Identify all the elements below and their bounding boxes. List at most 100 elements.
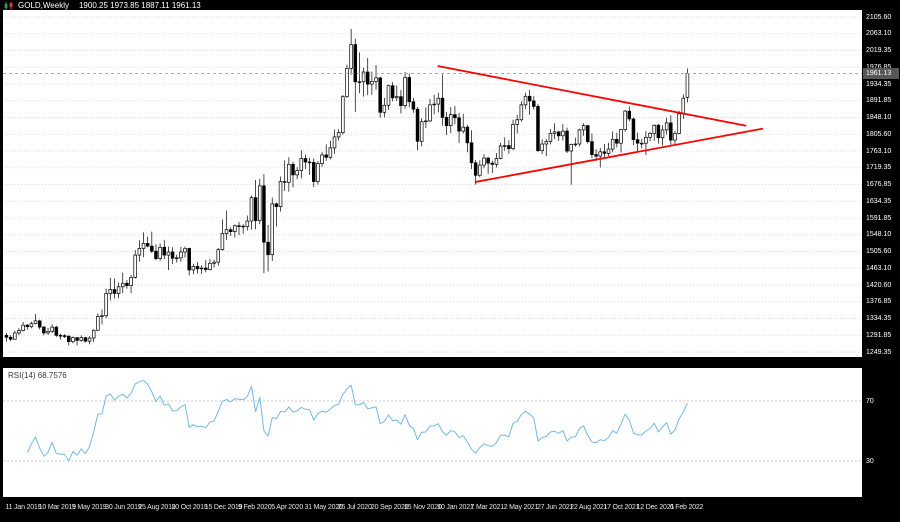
candle bbox=[511, 124, 515, 150]
candle bbox=[199, 267, 204, 270]
date-tick-label: 2 May 2021 bbox=[503, 504, 539, 511]
price-chart-area[interactable] bbox=[3, 10, 862, 357]
candle bbox=[453, 114, 457, 119]
candle bbox=[399, 96, 403, 107]
candle bbox=[349, 44, 353, 69]
candle bbox=[67, 335, 71, 342]
candle bbox=[13, 332, 17, 340]
candle bbox=[353, 44, 358, 83]
candle bbox=[282, 181, 287, 183]
candle bbox=[278, 181, 283, 207]
candlestick-chart[interactable] bbox=[3, 10, 862, 357]
candle bbox=[606, 148, 611, 154]
candle bbox=[444, 117, 449, 126]
candle bbox=[195, 266, 200, 270]
candle bbox=[258, 185, 262, 222]
candle bbox=[527, 95, 532, 102]
price-tick-label: 1548.10 bbox=[866, 231, 892, 239]
candle bbox=[386, 85, 391, 106]
candle bbox=[25, 324, 30, 328]
candle bbox=[42, 326, 46, 334]
chart-header: GOLD,Weekly 1900.25 1973.85 1887.11 1961… bbox=[4, 1, 201, 10]
price-tick-label: 1420.60 bbox=[866, 281, 892, 289]
candle bbox=[316, 163, 320, 182]
candle bbox=[233, 225, 237, 232]
candle bbox=[581, 125, 586, 131]
rsi-indicator-panel[interactable]: RSI(14) 68.7576 bbox=[3, 368, 862, 497]
candle bbox=[660, 129, 665, 139]
date-tick-label: 15 Dec 2019 bbox=[204, 504, 243, 511]
date-tick-label: 22 Aug 2021 bbox=[570, 504, 608, 511]
candle bbox=[419, 121, 424, 142]
price-tick-label: 2105.60 bbox=[866, 13, 892, 21]
candle bbox=[241, 225, 245, 228]
candles bbox=[4, 28, 690, 346]
candle bbox=[515, 119, 519, 125]
candle bbox=[266, 241, 270, 256]
candle bbox=[108, 289, 113, 294]
candle bbox=[544, 141, 549, 145]
date-tick-label: 17 Oct 2021 bbox=[603, 504, 640, 511]
candle bbox=[478, 164, 482, 176]
candle bbox=[187, 248, 191, 271]
candle bbox=[482, 157, 486, 166]
candle bbox=[303, 158, 308, 163]
candle bbox=[486, 157, 490, 164]
date-tick-label: 15 Nov 2020 bbox=[404, 504, 442, 511]
candle bbox=[648, 133, 652, 138]
candle bbox=[253, 197, 258, 222]
candle bbox=[328, 147, 333, 158]
candle bbox=[166, 251, 171, 256]
candle bbox=[619, 129, 623, 144]
date-tick-label: 5 May 2019 bbox=[71, 504, 107, 511]
candle bbox=[365, 71, 370, 85]
candle bbox=[635, 139, 640, 144]
candle bbox=[569, 144, 573, 152]
date-tick-label: 12 Dec 2021 bbox=[636, 504, 675, 511]
candle bbox=[378, 77, 382, 113]
rsi-chart[interactable] bbox=[3, 368, 862, 497]
candle bbox=[556, 131, 561, 137]
candle bbox=[29, 323, 34, 328]
candle bbox=[320, 154, 324, 164]
candle bbox=[457, 117, 461, 132]
triangle-lower-trendline bbox=[474, 127, 764, 183]
candle bbox=[415, 108, 420, 142]
candle bbox=[104, 293, 108, 317]
candle bbox=[627, 110, 632, 120]
candle bbox=[490, 162, 495, 165]
candle bbox=[237, 225, 241, 227]
time-axis[interactable]: 11 Jan 2019 10 Mar 2019 5 May 2019 30 Jun 2… bbox=[3, 501, 883, 515]
price-tick-label: 1891.85 bbox=[866, 97, 892, 105]
candle bbox=[245, 220, 250, 227]
candle bbox=[270, 203, 274, 256]
candle bbox=[577, 129, 582, 145]
price-tick-label: 1463.10 bbox=[866, 264, 892, 272]
candle bbox=[361, 71, 366, 83]
candle bbox=[656, 124, 661, 139]
candle bbox=[428, 104, 432, 122]
candle bbox=[116, 286, 121, 294]
candle bbox=[685, 73, 690, 98]
candle bbox=[58, 334, 63, 337]
candle bbox=[561, 130, 565, 137]
candle bbox=[669, 122, 673, 141]
candle bbox=[17, 330, 21, 334]
candle bbox=[204, 267, 208, 270]
price-axis[interactable]: 1961.13 2105.60 2063.10 2019.35 1976.85 1934… bbox=[863, 0, 900, 522]
candle bbox=[158, 246, 162, 259]
candle bbox=[332, 136, 337, 149]
rsi-level-label: 70 bbox=[866, 397, 874, 405]
candle bbox=[291, 163, 295, 176]
candle bbox=[548, 133, 553, 143]
candle bbox=[664, 122, 669, 131]
price-tick-label: 1334.35 bbox=[866, 315, 892, 322]
candle bbox=[100, 315, 104, 317]
candle bbox=[382, 104, 387, 113]
rsi-indicator-label: RSI(14) 68.7576 bbox=[8, 371, 67, 380]
candle bbox=[623, 110, 627, 130]
candle bbox=[50, 326, 54, 332]
date-tick-label: 6 Feb 2022 bbox=[669, 504, 704, 511]
rsi-level-label: 30 bbox=[866, 457, 874, 465]
